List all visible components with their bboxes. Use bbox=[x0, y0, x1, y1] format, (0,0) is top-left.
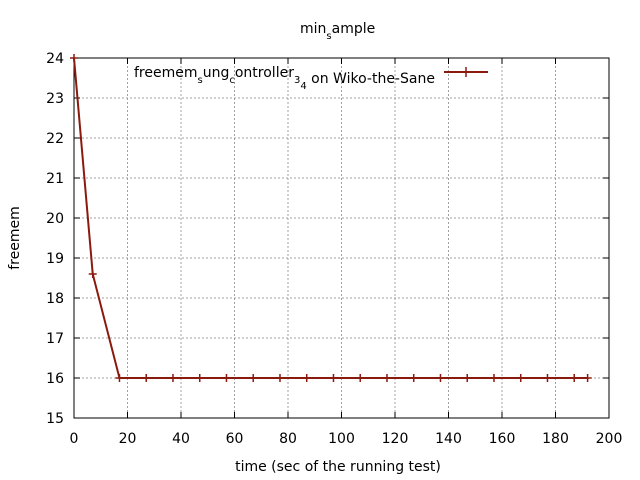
data-point bbox=[543, 374, 552, 382]
y-tick-label: 17 bbox=[46, 331, 64, 347]
series-layer bbox=[70, 54, 592, 382]
data-point bbox=[142, 374, 151, 382]
chart-title: minsample bbox=[300, 21, 375, 42]
y-tick-label: 21 bbox=[46, 171, 64, 187]
x-tick-label: 200 bbox=[596, 431, 623, 447]
y-axis-label: freemem bbox=[7, 206, 23, 270]
data-point bbox=[329, 374, 338, 382]
y-tick-label: 23 bbox=[46, 91, 64, 107]
data-point bbox=[168, 374, 177, 382]
x-axis-label: time (sec of the running test) bbox=[235, 459, 441, 475]
y-tick-label: 20 bbox=[46, 211, 64, 227]
data-point bbox=[409, 374, 418, 382]
y-tick-label: 24 bbox=[46, 51, 64, 67]
data-point bbox=[382, 374, 391, 382]
data-point bbox=[489, 374, 498, 382]
y-tick-label: 18 bbox=[46, 291, 64, 307]
x-tick-label: 40 bbox=[172, 431, 190, 447]
axis-ticks: 0 20 40 60 80 100 120 140 160 180 200 15 16 17 18 19 20 2… bbox=[46, 51, 622, 447]
grid bbox=[74, 58, 609, 418]
data-point bbox=[436, 374, 445, 382]
data-point bbox=[583, 374, 592, 382]
y-tick-label: 16 bbox=[46, 371, 64, 387]
data-point bbox=[356, 374, 365, 382]
data-point bbox=[516, 374, 525, 382]
y-tick-label: 15 bbox=[46, 411, 64, 427]
data-point bbox=[302, 374, 311, 382]
x-tick-label: 80 bbox=[279, 431, 297, 447]
legend-series-label: freememsungcontroller34 on Wiko-the-Sane bbox=[134, 65, 435, 92]
data-point bbox=[275, 374, 284, 382]
data-point bbox=[195, 374, 204, 382]
legend: freememsungcontroller34 on Wiko-the-Sane bbox=[134, 65, 488, 92]
x-tick-label: 120 bbox=[382, 431, 409, 447]
data-point bbox=[222, 374, 231, 382]
x-tick-label: 160 bbox=[489, 431, 516, 447]
x-tick-label: 60 bbox=[226, 431, 244, 447]
data-point bbox=[570, 374, 579, 382]
data-point bbox=[115, 374, 124, 382]
x-tick-label: 20 bbox=[119, 431, 137, 447]
y-tick-label: 22 bbox=[46, 131, 64, 147]
data-point bbox=[70, 54, 78, 62]
x-tick-label: 100 bbox=[328, 431, 355, 447]
data-point bbox=[249, 374, 258, 382]
x-tick-label: 0 bbox=[70, 431, 79, 447]
y-tick-label: 19 bbox=[46, 251, 64, 267]
data-point bbox=[463, 374, 472, 382]
x-tick-label: 180 bbox=[542, 431, 569, 447]
data-point bbox=[88, 270, 97, 278]
x-tick-label: 140 bbox=[435, 431, 462, 447]
